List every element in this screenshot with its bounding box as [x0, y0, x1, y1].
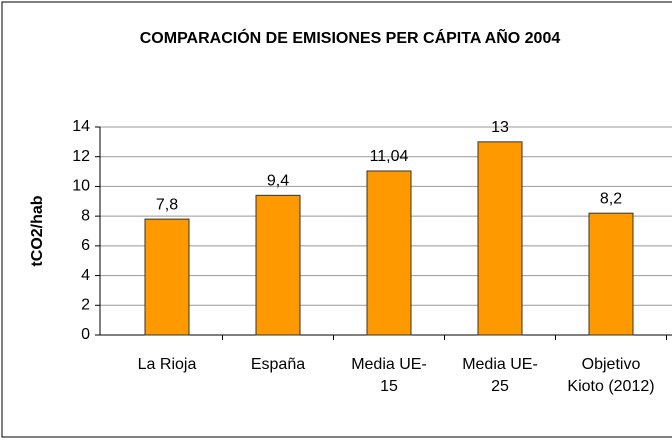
x-tick-label: La Rioja [137, 356, 197, 373]
bar [477, 141, 523, 336]
value-label: 11,04 [370, 148, 409, 165]
y-tick-label: 10 [72, 178, 90, 195]
value-label: 7,8 [156, 196, 178, 213]
bar [366, 170, 412, 336]
y-tick-label: 14 [72, 118, 90, 135]
y-tick-label: 0 [81, 326, 90, 343]
y-tick-label: 2 [81, 297, 90, 314]
value-label: 13 [491, 119, 509, 136]
x-tick-label: Objetivo Kioto (2012) [567, 356, 655, 395]
x-tick-label: Media UE-25 [462, 356, 538, 395]
x-tick-label: España [250, 356, 306, 373]
y-tick-label: 8 [81, 207, 90, 224]
bar [588, 212, 634, 336]
y-tick-label: 6 [81, 237, 90, 254]
bar [255, 194, 301, 336]
value-label: 8,2 [600, 190, 622, 207]
y-axis-label: tCO2/hab [29, 195, 46, 266]
x-tick-label: Media UE-15 [351, 356, 427, 395]
y-tick-label: 4 [81, 267, 90, 284]
y-tick-label: 12 [72, 148, 90, 165]
value-label: 9,4 [267, 173, 289, 190]
bar [144, 218, 190, 336]
chart-title: COMPARACIÓN DE EMISIONES PER CÁPITA AÑO … [139, 30, 561, 47]
